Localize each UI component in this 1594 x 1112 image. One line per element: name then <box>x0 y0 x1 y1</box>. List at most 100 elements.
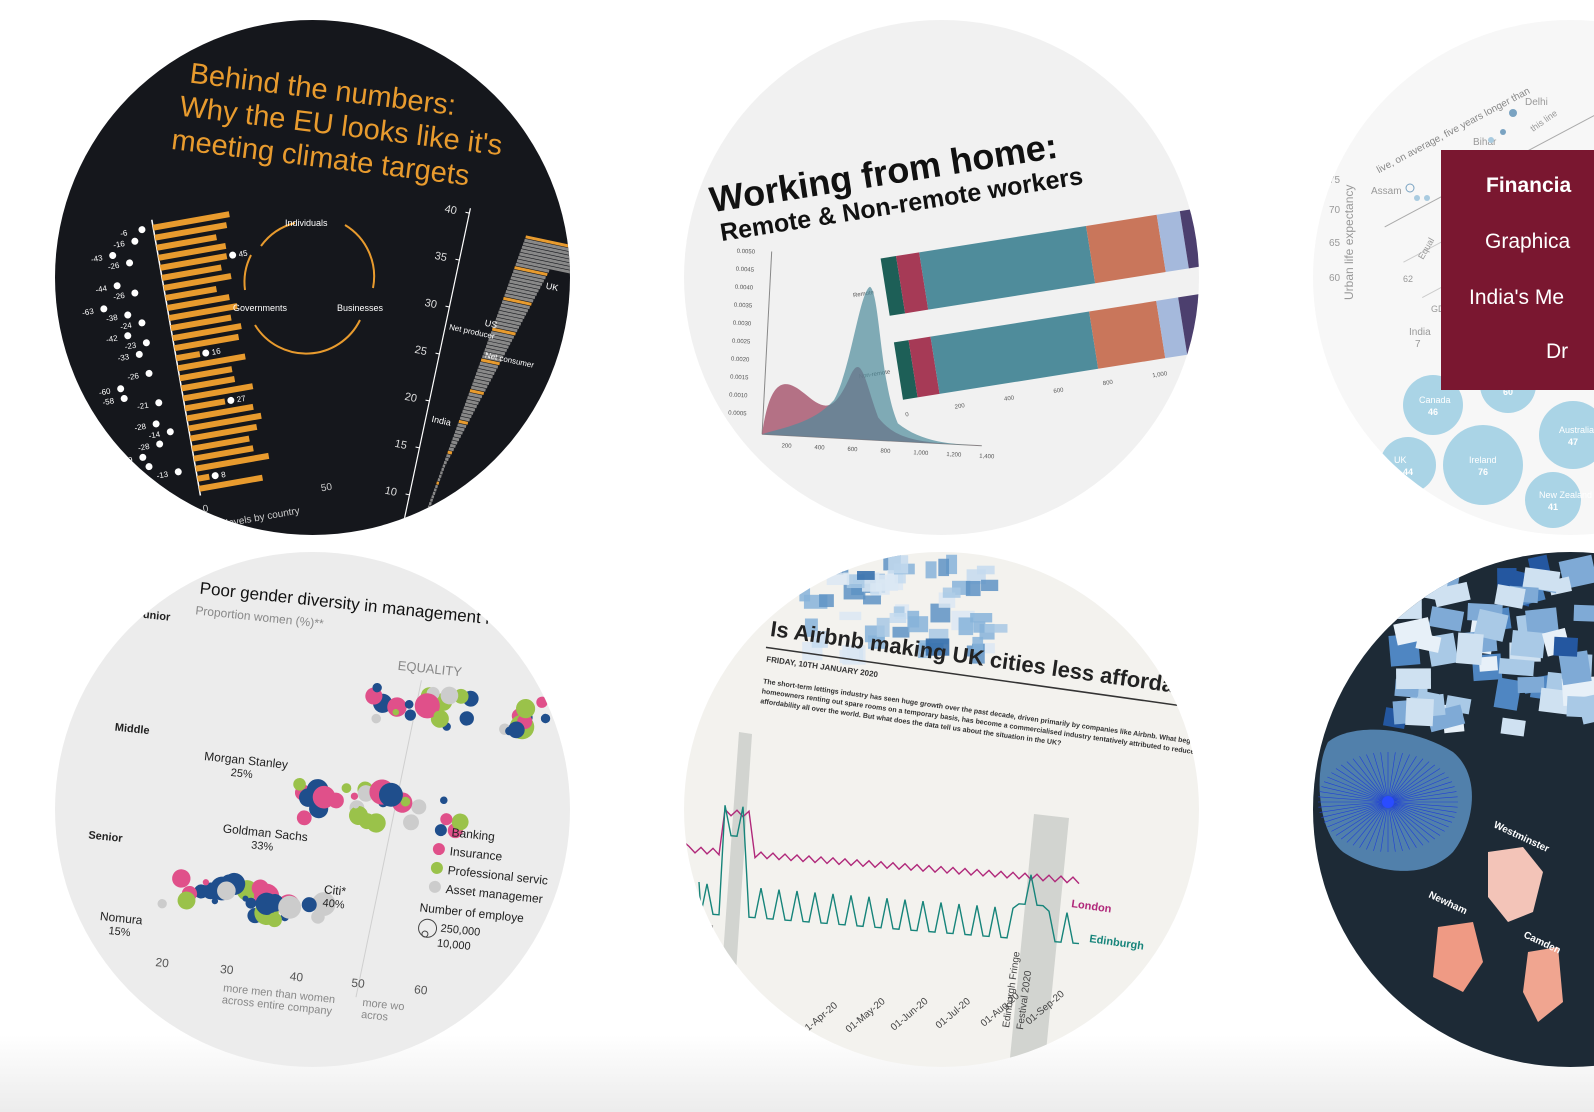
eu-bar-dot <box>126 259 134 267</box>
bubble-country-label: New Zealand <box>1539 490 1592 500</box>
annot-goldman-sachs-pct: 33% <box>251 839 274 853</box>
wfh-bar-segment <box>1086 214 1166 284</box>
eu-bar-label: -26 <box>107 261 120 272</box>
country-bubble <box>1403 375 1463 435</box>
card-hover-overlay[interactable]: Financia Graphica India's Me Dr <box>1441 150 1594 390</box>
eu-bar-label: -44 <box>95 284 108 295</box>
legend-swatch-banking <box>434 824 447 837</box>
eu-bar-label: -35 <box>140 493 153 504</box>
wfh-bar-segment <box>893 340 918 400</box>
eu-bar-dot <box>109 252 117 260</box>
country-bubble <box>1380 437 1436 493</box>
company-bubble <box>352 801 360 809</box>
company-bubble <box>278 895 302 919</box>
label-bihar: Bihar <box>1473 137 1497 148</box>
wfh-density-x-tick: 800 <box>880 449 891 456</box>
wfh-bar-segment <box>896 252 929 314</box>
legend-insurance: Insurance <box>449 844 503 863</box>
eu-right-tick: 20 <box>404 391 418 405</box>
company-bubble <box>328 792 344 809</box>
eu-bar <box>161 264 222 281</box>
company-bubble <box>414 693 440 719</box>
company-bubble <box>404 699 414 709</box>
wfh-density-x-tick: 1,400 <box>979 454 995 461</box>
company-bubble <box>311 910 325 924</box>
eu-bar-dot <box>211 472 219 480</box>
gender-legend: Banking Insurance Professional servic As… <box>418 824 549 953</box>
company-bubble <box>440 796 448 805</box>
eu-bar <box>179 366 233 382</box>
eu-bar <box>177 353 246 372</box>
eu-bar-dot <box>131 289 139 297</box>
eu-bar-dot <box>117 385 125 393</box>
bubble-value-label: 76 <box>1478 467 1488 477</box>
airbnb-choropleth-map <box>799 553 1008 665</box>
wfh-density-x-tick: 1,000 <box>913 450 929 457</box>
wfh-bar-x-tick: 600 <box>1053 387 1064 395</box>
life-y-65: 65 <box>1329 238 1341 249</box>
company-bubble <box>507 721 525 739</box>
wfh-graphic: Working from home: Remote & Non-remote w… <box>707 125 1199 461</box>
size-legend-title: Number of employe <box>419 900 525 925</box>
gallery-card-working-from-home[interactable]: Working from home: Remote & Non-remote w… <box>684 20 1199 535</box>
gallery-card-airbnb[interactable]: Is Airbnb making UK cities less affordab… <box>684 552 1199 1067</box>
eu-bar <box>184 398 226 412</box>
gallery-card-life-expectancy[interactable]: live, on average, five years longer than… <box>1313 20 1594 535</box>
company-bubble <box>177 891 196 910</box>
wfh-bar-segment <box>1156 297 1188 359</box>
airbnb-line-chart: London Edinburgh Edinburgh Fringe Festiv… <box>684 732 1145 1067</box>
eu-bar-dot <box>135 350 143 358</box>
wfh-density-y-tick: 0.0010 <box>729 393 748 400</box>
legend-asset: Asset managemer <box>445 882 543 906</box>
legend-swatch-insurance <box>432 843 445 856</box>
wfh-density-x-tick: 600 <box>847 447 858 454</box>
company-bubble <box>404 709 416 721</box>
gallery-card-eu-climate[interactable]: Behind the numbers: Why the EU looks lik… <box>55 20 570 535</box>
gallery-card-gender-diversity[interactable]: Poor gender diversity in management role… <box>55 552 570 1067</box>
westminster-shape <box>1488 847 1543 922</box>
label-delhi: Delhi <box>1525 97 1548 108</box>
eu-bar-dot <box>131 237 139 245</box>
eu-bar <box>181 376 236 392</box>
eu-bar <box>188 412 262 432</box>
legend-swatch-professional <box>430 861 443 874</box>
company-bubble <box>202 879 209 886</box>
eu-bar-label: 27 <box>236 394 247 405</box>
eu-right-tick: 25 <box>414 344 428 358</box>
eu-bar-label: -43 <box>90 253 103 264</box>
eu-bar <box>195 452 270 472</box>
eu-bar-label: -28 <box>137 442 150 453</box>
company-bubble <box>311 892 336 916</box>
annot-nomura: Nomura <box>99 909 143 927</box>
airbnb-x-tick: r-20 <box>754 1019 775 1039</box>
wfh-bar-segment <box>919 225 1096 310</box>
company-bubble <box>341 783 352 793</box>
company-bubble <box>358 813 375 830</box>
eu-bar <box>156 234 217 251</box>
eu-bar-dot <box>174 468 182 476</box>
eu-bar <box>175 351 201 362</box>
eu-bar-label: -26 <box>127 371 140 382</box>
series-edinburgh-line <box>698 805 1080 945</box>
eu-right-tick: 10 <box>384 485 398 499</box>
company-bubble <box>371 713 381 724</box>
eu-bar-dot <box>229 251 237 259</box>
label-india: India <box>1409 327 1431 338</box>
label-us: US <box>484 318 498 330</box>
eu-bar <box>189 423 258 442</box>
wfh-density-y-tick: 0.0050 <box>736 249 755 256</box>
eu-bar-label: -49 <box>120 455 133 466</box>
x-note-4: acros <box>361 1009 390 1024</box>
company-bubble <box>400 796 411 807</box>
airbnb-x-tick: 01-Jun-20 <box>889 996 931 1034</box>
eu-bar <box>193 445 254 462</box>
gallery-card-london-map[interactable]: Westminster Newham Camden <box>1313 552 1594 1067</box>
bubble-country-label: Ireland <box>1469 455 1497 465</box>
eu-bar-dot <box>156 440 164 448</box>
wfh-row-remote: Remote <box>853 290 875 299</box>
eu-bar-dot <box>124 332 132 340</box>
wfh-density-y-tick: 0.0045 <box>736 267 755 274</box>
eu-right-tick: 15 <box>394 438 408 452</box>
x-tick-60: 60 <box>413 982 428 997</box>
bubble-country-label: Australia <box>1559 425 1594 435</box>
